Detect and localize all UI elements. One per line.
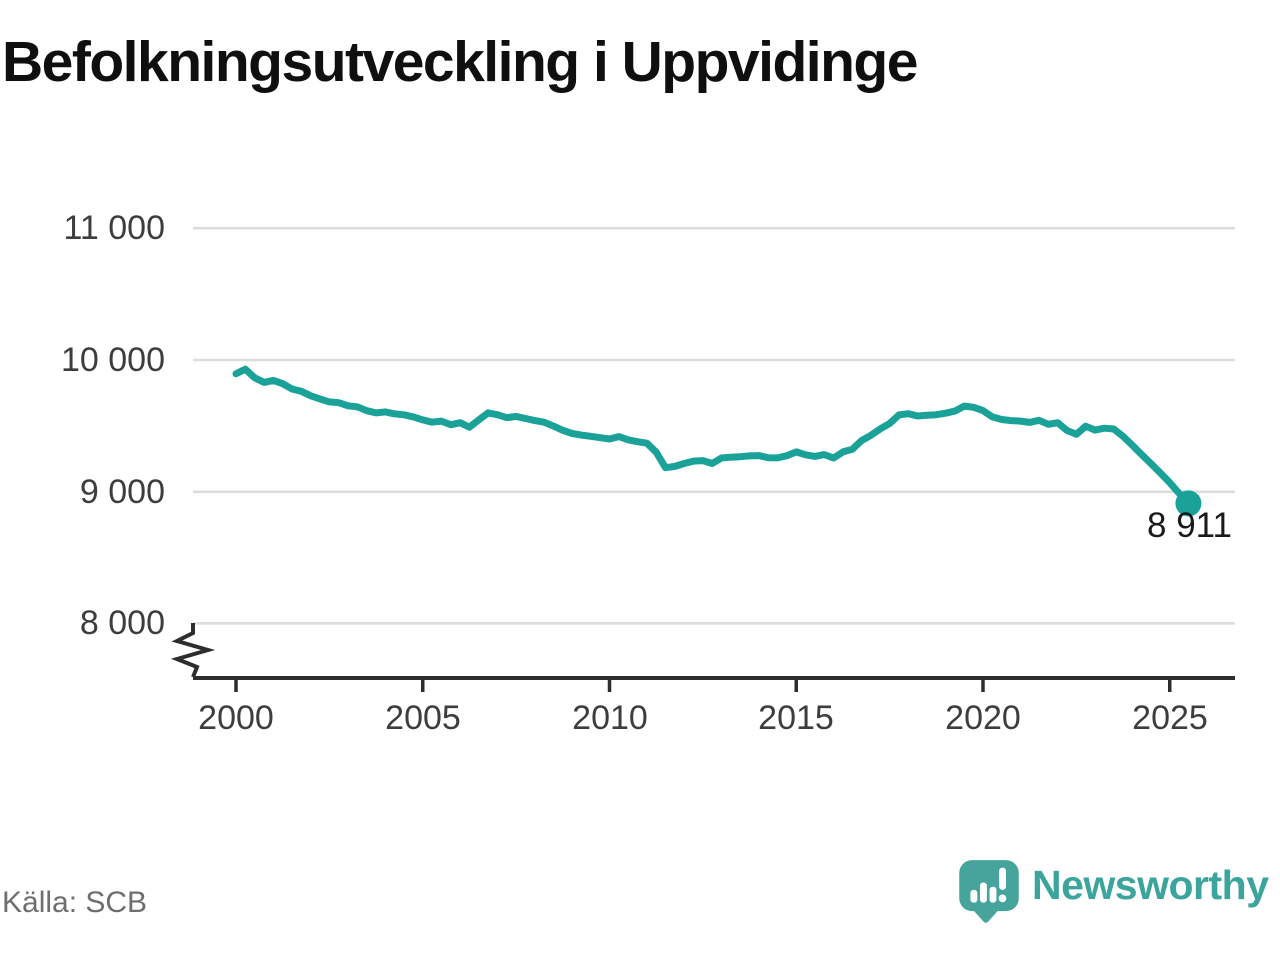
latest-value-label: 8 911: [1147, 506, 1232, 545]
x-axis-ticks: [234, 678, 1172, 692]
exclamation-dot-icon: [998, 894, 1007, 903]
x-axis-label-2010: 2010: [572, 699, 648, 737]
y-axis-label-11000: 11 000: [63, 209, 165, 247]
bar-icon-tall: [979, 882, 987, 903]
newsworthy-logo-icon: [959, 860, 1019, 923]
x-axis-label-2025: 2025: [1132, 699, 1208, 737]
latest-value-dot: [1175, 490, 1202, 517]
exclamation-bar-icon: [999, 867, 1006, 890]
source-label: Källa: SCB: [2, 886, 148, 919]
x-axis-label-2005: 2005: [385, 699, 461, 737]
speech-bubble-shape: [959, 860, 1019, 923]
newsworthy-branding: Newsworthy: [956, 856, 1276, 928]
axis-break-icon: [170, 623, 216, 678]
gridlines: [193, 227, 1235, 625]
newsworthy-wordmark: Newsworthy: [1032, 862, 1269, 908]
y-axis-label-9000: 9 000: [79, 473, 165, 511]
y-axis-label-8000: 8 000: [79, 604, 165, 642]
population-line: [232, 365, 1192, 507]
bar-icon-medium: [989, 886, 997, 903]
x-axis-label-2015: 2015: [758, 699, 834, 737]
x-axis-label-2020: 2020: [945, 699, 1021, 737]
y-axis-label-10000: 10 000: [61, 341, 165, 379]
chart-title: Befolkningsutveckling i Uppvidinge: [2, 30, 918, 94]
x-axis-label-2000: 2000: [198, 699, 274, 737]
bar-icon-small: [970, 889, 978, 903]
